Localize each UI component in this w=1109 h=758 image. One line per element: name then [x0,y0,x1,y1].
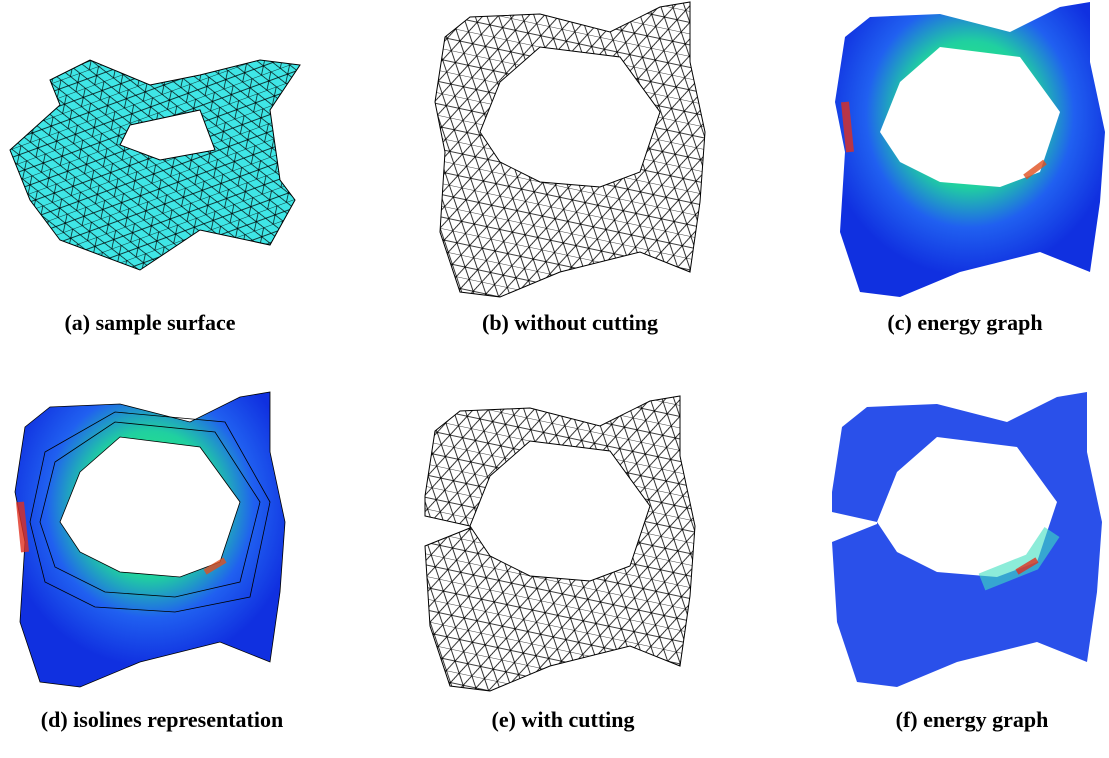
caption: (a) sample surface [64,310,235,336]
figure-art [0,0,1109,758]
caption: (c) energy graph [887,310,1042,336]
figure-page: (a) sample surface (b) without cutting (… [0,0,1109,758]
caption: (f) energy graph [896,707,1049,733]
panel-f-art [832,392,1102,687]
panel-c-art [835,2,1105,297]
caption: (e) with cutting [492,707,635,733]
panel-e-art [425,396,695,691]
caption: (b) without cutting [482,310,658,336]
panel-a-art [10,60,300,270]
panel-b-art [435,2,705,297]
caption: (d) isolines representation [41,707,283,733]
panel-d-art [15,392,285,687]
